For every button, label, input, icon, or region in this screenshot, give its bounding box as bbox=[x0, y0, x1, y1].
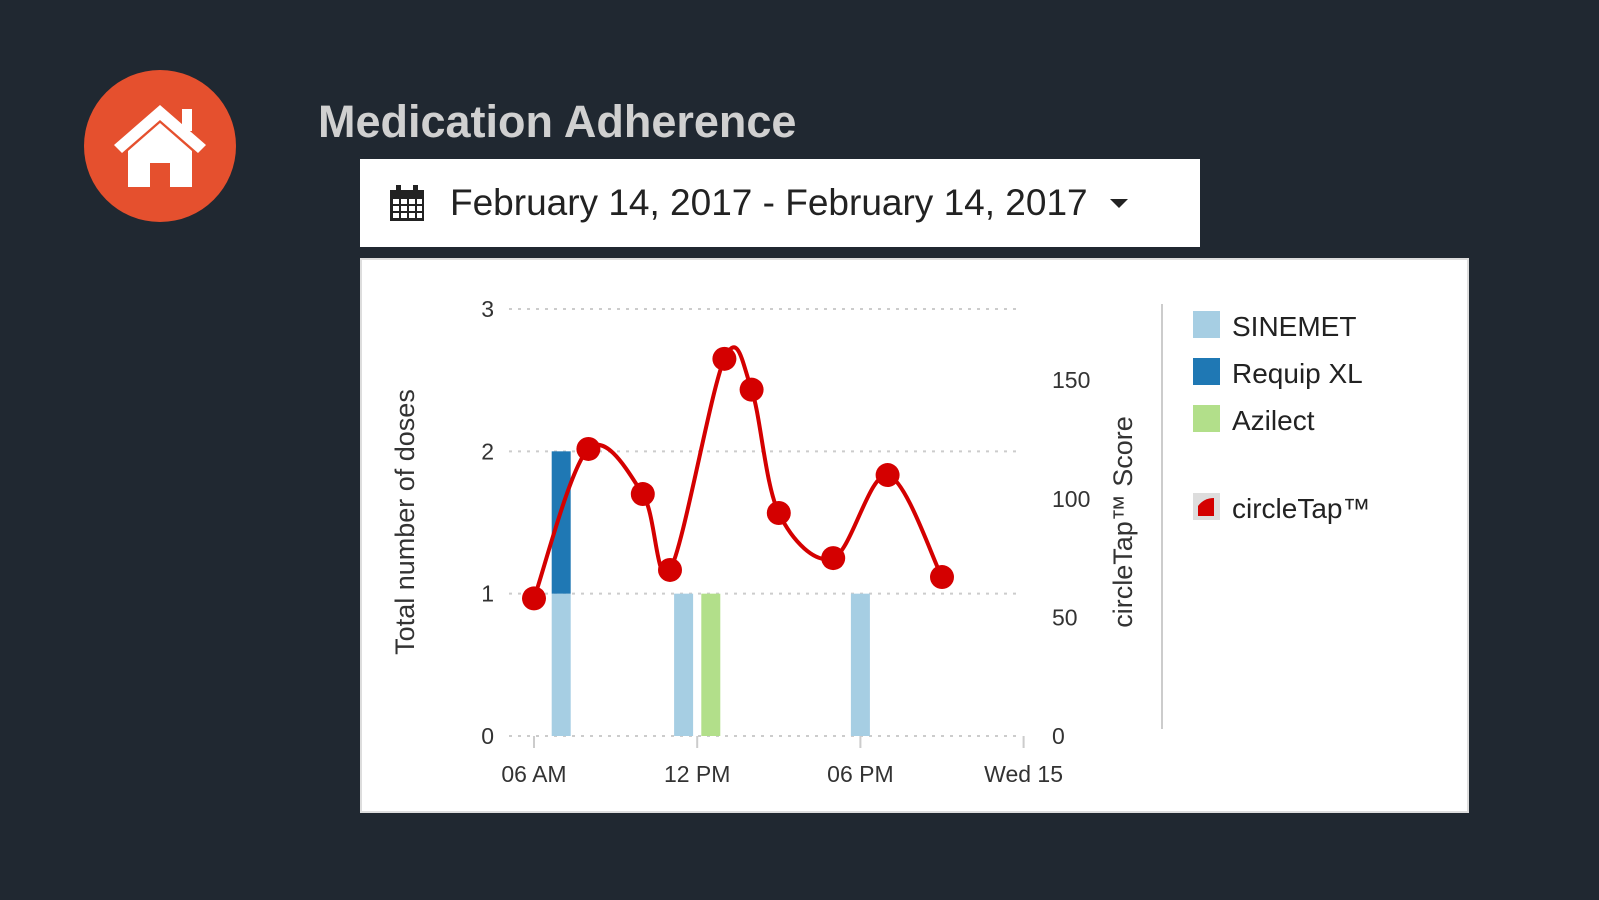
bar-requip-xl bbox=[551, 451, 571, 594]
bar-sinemet bbox=[551, 593, 571, 736]
legend-swatch bbox=[1193, 311, 1220, 338]
left-axis-title: Total number of doses bbox=[390, 389, 420, 655]
circletap-point bbox=[875, 463, 900, 488]
x-tick-label: Wed 15 bbox=[984, 761, 1063, 787]
left-tick-label: 1 bbox=[481, 581, 494, 607]
left-tick-label: 0 bbox=[481, 723, 494, 749]
chevron-down-icon bbox=[1109, 198, 1128, 208]
x-tick-label: 06 PM bbox=[827, 761, 893, 787]
home-button[interactable] bbox=[84, 70, 236, 222]
date-range-label: February 14, 2017 - February 14, 2017 bbox=[450, 182, 1088, 223]
circletap-point bbox=[739, 377, 764, 402]
right-axis-title: circleTap™ Score bbox=[1108, 416, 1138, 628]
circletap-point bbox=[766, 501, 791, 526]
legend-label: Azilect bbox=[1232, 405, 1315, 436]
chart-card: 0 1 2 3 0 50 100 150 06 AM 12 PM 06 PM Wed 15 Total … bbox=[360, 258, 1469, 813]
legend-label: Requip XL bbox=[1232, 358, 1363, 389]
bar-sinemet bbox=[850, 593, 870, 736]
x-tick-label: 12 PM bbox=[664, 761, 730, 787]
circletap-point bbox=[821, 546, 846, 571]
date-range-picker[interactable]: February 14, 2017 - February 14, 2017 bbox=[360, 159, 1200, 247]
bar-azilect bbox=[701, 593, 721, 736]
circletap-point bbox=[630, 482, 655, 507]
circletap-point bbox=[658, 557, 682, 582]
home-icon bbox=[114, 105, 206, 187]
circletap-line bbox=[532, 345, 944, 600]
right-tick-label: 100 bbox=[1052, 486, 1090, 512]
circletap-point bbox=[930, 565, 954, 590]
legend-swatch bbox=[1193, 405, 1220, 432]
left-tick-label: 3 bbox=[481, 296, 494, 322]
circletap-legend-icon bbox=[1198, 498, 1214, 516]
x-tick-label: 06 AM bbox=[501, 761, 566, 787]
calendar-icon bbox=[390, 185, 424, 221]
right-tick-label: 50 bbox=[1052, 604, 1078, 630]
medication-chart: 0 1 2 3 0 50 100 150 06 AM 12 PM 06 PM Wed 15 Total … bbox=[390, 296, 1370, 787]
page-title: Medication Adherence bbox=[318, 96, 797, 147]
bar-sinemet bbox=[674, 593, 694, 736]
left-tick-label: 2 bbox=[481, 438, 494, 464]
legend-label: SINEMET bbox=[1232, 311, 1356, 342]
right-tick-label: 0 bbox=[1052, 723, 1065, 749]
right-tick-label: 150 bbox=[1052, 367, 1090, 393]
circletap-point bbox=[712, 346, 737, 371]
legend-swatch bbox=[1193, 358, 1220, 385]
legend-label: circleTap™ bbox=[1232, 493, 1370, 524]
circletap-point bbox=[522, 586, 546, 611]
circletap-point bbox=[576, 436, 601, 461]
